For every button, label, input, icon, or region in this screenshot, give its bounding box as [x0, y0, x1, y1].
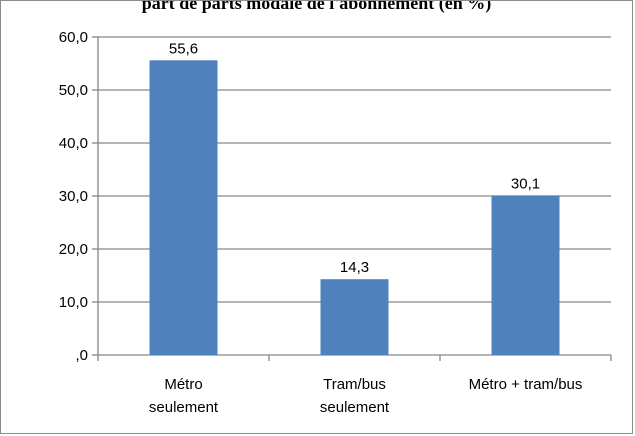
y-tick-label: 50,0 [59, 82, 88, 99]
x-tick-label: seulement [149, 399, 219, 416]
x-tick-label: Tram/bus [323, 376, 386, 393]
bar [320, 279, 389, 355]
y-tick-label: 20,0 [59, 241, 88, 258]
data-label: 14,3 [340, 259, 369, 276]
y-tick-label: 40,0 [59, 135, 88, 152]
y-tick-label: 10,0 [59, 294, 88, 311]
x-tick-label: Métro + tram/bus [469, 376, 583, 393]
x-tick-label: seulement [320, 399, 390, 416]
data-label: 30,1 [511, 175, 540, 192]
x-tick-label: Métro [164, 376, 202, 393]
y-tick-label: ,0 [75, 347, 88, 364]
y-tick-label: 60,0 [59, 29, 88, 46]
y-tick-label: 30,0 [59, 188, 88, 205]
bar [149, 60, 218, 355]
chart-title: part de parts modale de l'abonnement (en… [141, 0, 492, 13]
data-label: 55,6 [169, 40, 198, 57]
bar [491, 195, 560, 355]
